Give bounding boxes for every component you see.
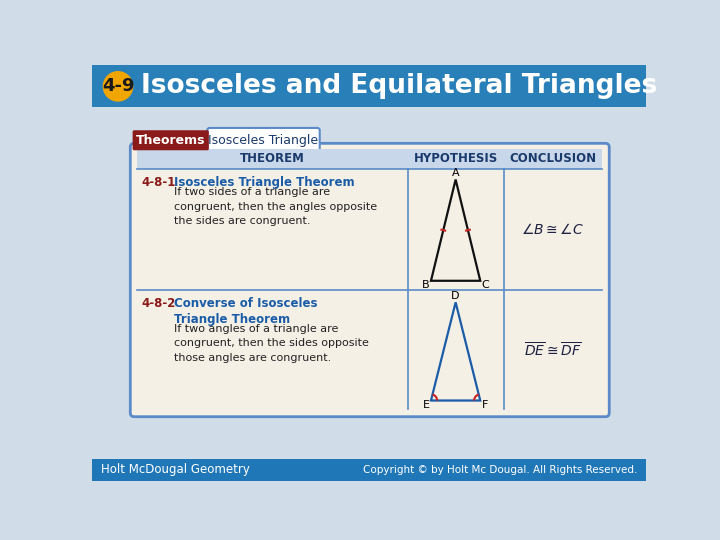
Text: If two sides of a triangle are
congruent, then the angles opposite
the sides are: If two sides of a triangle are congruent…	[174, 187, 377, 226]
Bar	[92, 65, 647, 107]
Text: 4-8-1: 4-8-1	[142, 176, 176, 188]
Text: Theorems: Theorems	[136, 134, 205, 147]
FancyBboxPatch shape	[130, 143, 609, 417]
Text: Copyright © by Holt Mc Dougal. All Rights Reserved.: Copyright © by Holt Mc Dougal. All Right…	[363, 465, 637, 475]
Text: E: E	[423, 400, 429, 410]
Text: Isosceles Triangle Theorem: Isosceles Triangle Theorem	[174, 176, 355, 188]
Text: $\angle B \cong \angle C$: $\angle B \cong \angle C$	[521, 222, 585, 237]
Text: Converse of Isosceles
Triangle Theorem: Converse of Isosceles Triangle Theorem	[174, 297, 318, 327]
Text: D: D	[451, 291, 460, 301]
FancyBboxPatch shape	[207, 128, 320, 153]
Bar	[92, 459, 647, 481]
Text: Holt McDougal Geometry: Holt McDougal Geometry	[101, 463, 250, 476]
FancyBboxPatch shape	[132, 130, 209, 150]
Bar	[138, 148, 603, 168]
Text: Isosceles Triangle: Isosceles Triangle	[209, 134, 318, 147]
Text: 4-8-2: 4-8-2	[142, 297, 176, 310]
Text: $\overline{DE} \cong \overline{DF}$: $\overline{DE} \cong \overline{DF}$	[524, 341, 582, 360]
Text: A: A	[452, 168, 459, 178]
Text: CONCLUSION: CONCLUSION	[510, 152, 597, 165]
Text: 4-9: 4-9	[102, 77, 134, 96]
Text: B: B	[422, 280, 429, 290]
Text: HYPOTHESIS: HYPOTHESIS	[413, 152, 498, 165]
Text: THEOREM: THEOREM	[240, 152, 305, 165]
Text: Isosceles and Equilateral Triangles: Isosceles and Equilateral Triangles	[141, 73, 657, 99]
Text: C: C	[482, 280, 490, 290]
Text: If two angles of a triangle are
congruent, then the sides opposite
those angles : If two angles of a triangle are congruen…	[174, 324, 369, 363]
Circle shape	[104, 72, 132, 101]
Text: F: F	[482, 400, 488, 410]
